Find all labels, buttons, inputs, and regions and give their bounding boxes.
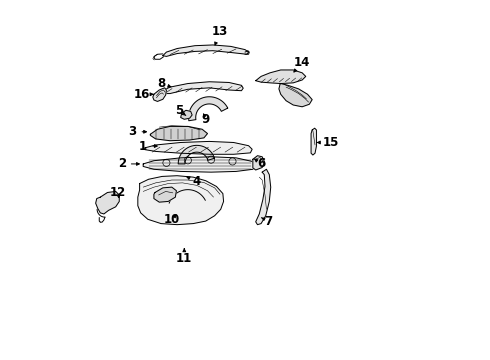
Polygon shape	[181, 111, 192, 119]
Text: 11: 11	[176, 249, 193, 265]
Text: 5: 5	[175, 104, 186, 117]
Polygon shape	[150, 126, 207, 141]
Polygon shape	[138, 176, 223, 225]
Text: 4: 4	[187, 175, 201, 188]
Polygon shape	[256, 70, 306, 84]
Polygon shape	[279, 84, 312, 107]
Polygon shape	[145, 141, 252, 154]
Text: 6: 6	[254, 157, 265, 170]
Text: 9: 9	[201, 113, 210, 126]
Text: 15: 15	[317, 136, 339, 149]
Polygon shape	[143, 157, 256, 172]
Polygon shape	[153, 88, 167, 102]
Text: 1: 1	[139, 140, 157, 153]
Polygon shape	[154, 187, 176, 202]
Polygon shape	[256, 169, 270, 225]
Text: 8: 8	[157, 77, 171, 90]
Text: 3: 3	[128, 125, 147, 138]
Text: 2: 2	[118, 157, 139, 170]
Text: 7: 7	[261, 215, 272, 228]
Polygon shape	[161, 82, 243, 94]
Polygon shape	[253, 156, 265, 170]
Text: 10: 10	[164, 213, 180, 226]
Polygon shape	[163, 45, 248, 57]
Polygon shape	[189, 97, 228, 121]
Polygon shape	[178, 145, 215, 164]
Polygon shape	[96, 192, 119, 214]
Text: 13: 13	[212, 25, 228, 45]
Polygon shape	[311, 128, 317, 155]
Text: 12: 12	[110, 186, 126, 199]
Text: 14: 14	[294, 55, 310, 72]
Text: 16: 16	[133, 88, 153, 101]
